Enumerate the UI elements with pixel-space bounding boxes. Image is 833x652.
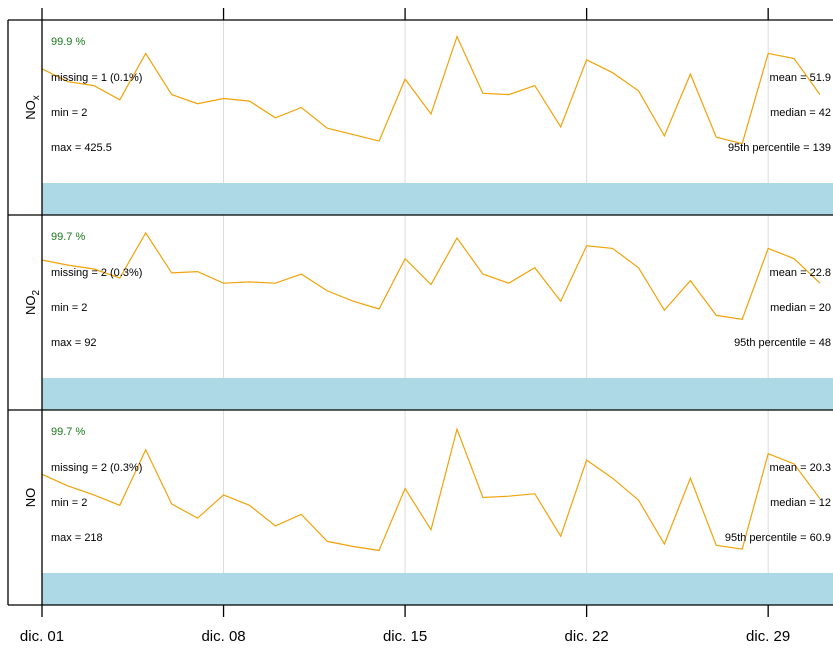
stat-max: max = 92: [51, 337, 97, 349]
panel: 99.7 % missing = 2 (0.3%) min = 2 max = 218…: [8, 409, 833, 605]
data-capture-strip: [42, 378, 833, 410]
stat-min: min = 2: [51, 302, 87, 314]
stat-missing: missing = 2 (0.3%): [51, 267, 142, 279]
stat-median: median = 42: [770, 107, 831, 119]
x-tick-label: dic. 22: [565, 628, 609, 645]
x-tick-label: dic. 01: [20, 628, 64, 645]
stat-min: min = 2: [51, 497, 87, 509]
stat-p95: 95th percentile = 139: [728, 142, 831, 154]
panel-label-main: NO: [23, 488, 38, 508]
series-line: [41, 34, 821, 145]
x-tick-label: dic. 15: [383, 628, 427, 645]
stat-min: min = 2: [51, 107, 87, 119]
percent-captured: 99.7 %: [51, 231, 85, 243]
data-capture-strip: [42, 183, 833, 215]
panel: 99.9 % missing = 1 (0.1%) min = 2 max = 425…: [23, 34, 833, 215]
stat-median: median = 12: [770, 497, 831, 509]
panel-label: NO2: [23, 290, 42, 316]
x-axis: dic. 01 dic. 08 dic. 15 dic. 22 dic. 29: [7, 8, 833, 645]
chart-panels: 99.9 % missing = 1 (0.1%) min = 2 max = 425…: [8, 34, 833, 605]
x-tick-label: dic. 29: [746, 628, 790, 645]
panel-label-subscript: x: [31, 95, 42, 100]
percent-captured: 99.9 %: [51, 36, 85, 48]
panel-label-main: NO: [23, 100, 38, 120]
stat-p95: 95th percentile = 48: [734, 337, 831, 349]
stat-mean: mean = 22.8: [770, 267, 831, 279]
series-line: [41, 427, 821, 552]
panel-label-subscript: 2: [31, 290, 42, 296]
stat-median: median = 20: [770, 302, 831, 314]
stat-mean: mean = 51.9: [770, 72, 831, 84]
panel-label-main: NO: [23, 296, 38, 316]
panel: 99.7 % missing = 2 (0.3%) min = 2 max = 92 m…: [8, 214, 833, 410]
stat-max: max = 425.5: [51, 142, 112, 154]
stat-missing: missing = 1 (0.1%): [51, 72, 142, 84]
stat-max: max = 218: [51, 532, 103, 544]
percent-captured: 99.7 %: [51, 426, 85, 438]
vertical-gridlines: [223, 20, 769, 605]
panel-label: NO: [23, 488, 38, 508]
x-tick-label: dic. 08: [201, 628, 245, 645]
data-capture-strip: [42, 573, 833, 605]
series-line: [41, 231, 821, 320]
stat-missing: missing = 2 (0.3%): [51, 462, 142, 474]
stat-p95: 95th percentile = 60.9: [725, 532, 831, 544]
stat-mean: mean = 20.3: [770, 462, 831, 474]
panel-label: NOx: [23, 95, 42, 120]
